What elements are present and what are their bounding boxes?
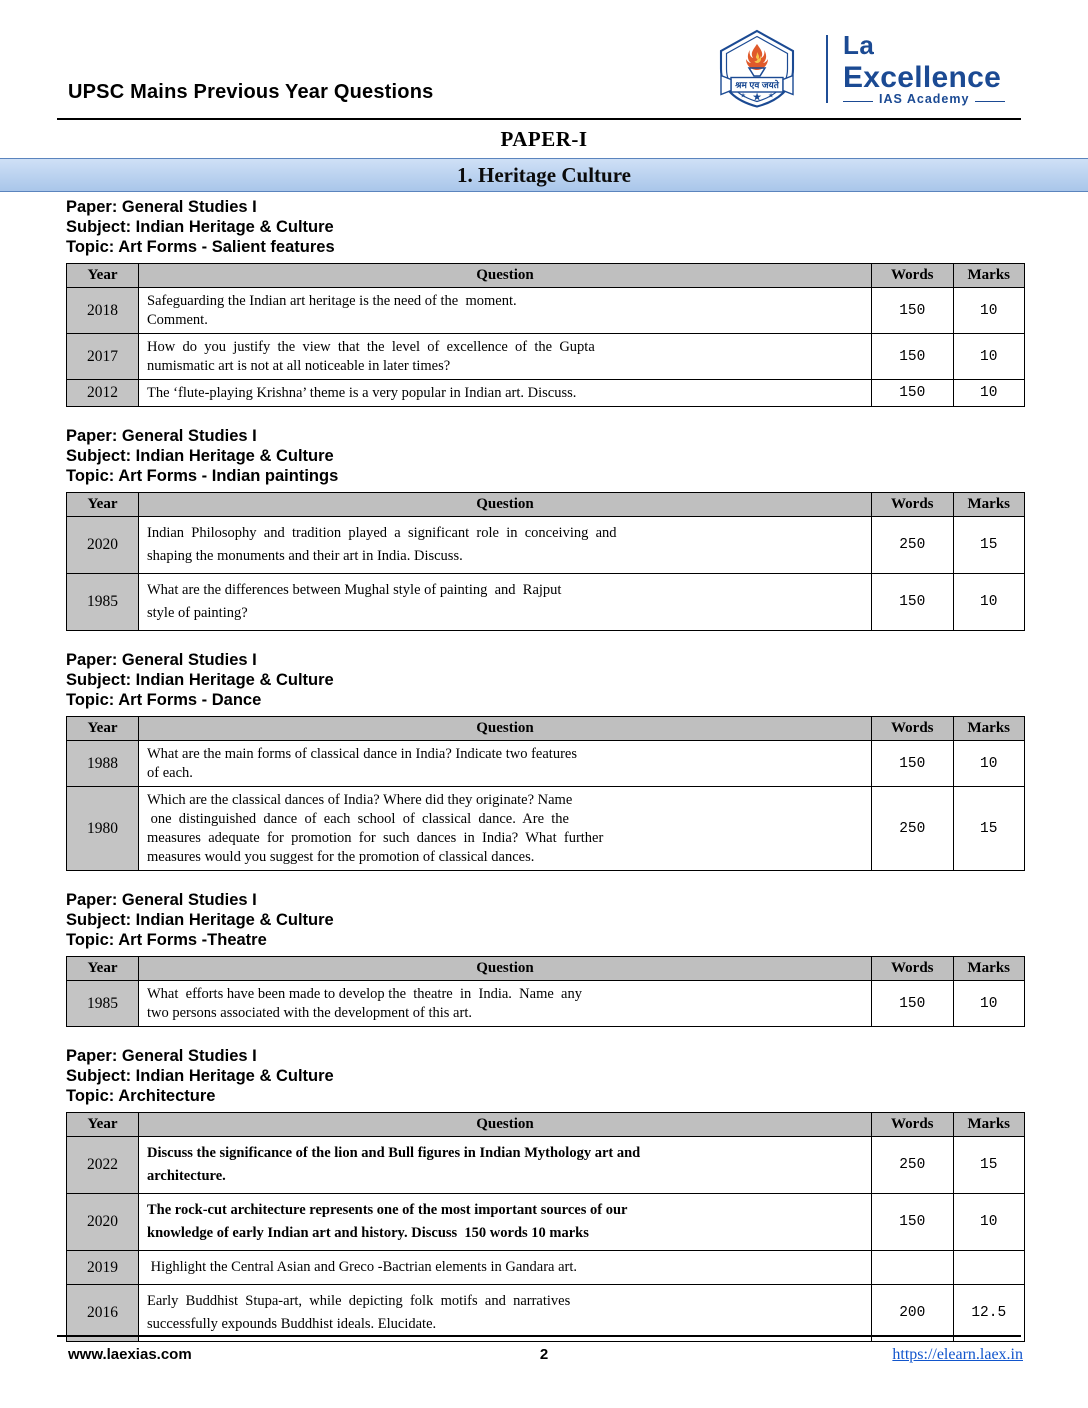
svg-text:★: ★ <box>768 92 774 100</box>
svg-text:★: ★ <box>752 92 762 104</box>
svg-text:श्रम एव जयते: श्रम एव जयते <box>734 79 780 90</box>
svg-text:★: ★ <box>740 92 746 100</box>
